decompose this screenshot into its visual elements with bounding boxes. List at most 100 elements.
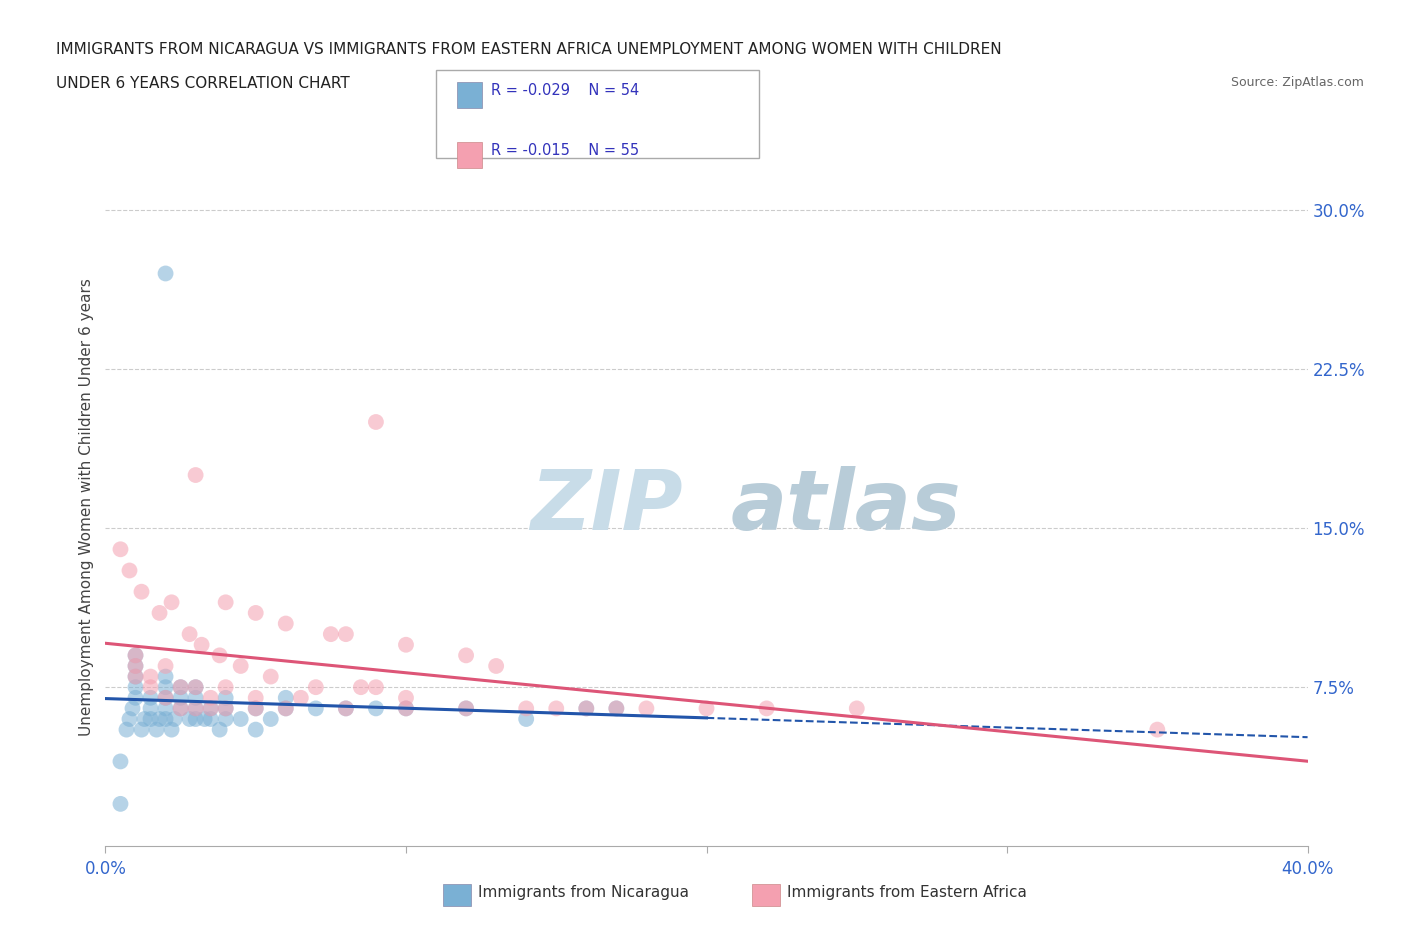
Point [260, 711, 283, 726]
Point [155, 658, 177, 673]
Point [364, 701, 387, 716]
Point [200, 701, 222, 716]
Point [190, 637, 212, 652]
Point [335, 627, 357, 642]
Point [118, 563, 141, 578]
Point [214, 690, 236, 705]
Point [115, 723, 138, 737]
Point [290, 690, 312, 705]
Point [1146, 723, 1168, 737]
Text: UNDER 6 YEARS CORRELATION CHART: UNDER 6 YEARS CORRELATION CHART [56, 76, 350, 91]
Point [274, 701, 297, 716]
Point [169, 680, 191, 695]
Point [124, 670, 146, 684]
Point [335, 701, 357, 716]
Point [575, 701, 598, 716]
Point [163, 711, 186, 726]
Point [229, 658, 252, 673]
Point [350, 680, 373, 695]
Point [184, 680, 207, 695]
Text: R = -0.029    N = 54: R = -0.029 N = 54 [491, 83, 638, 98]
Point [305, 701, 328, 716]
Point [274, 616, 297, 631]
Point [179, 711, 201, 726]
Point [845, 701, 868, 716]
Point [124, 690, 146, 705]
Point [605, 701, 627, 716]
Point [169, 701, 191, 716]
Point [139, 701, 162, 716]
Point [139, 670, 162, 684]
Text: ZIP: ZIP [530, 466, 682, 548]
Point [169, 690, 191, 705]
Point [364, 415, 387, 430]
Point [395, 701, 418, 716]
Point [395, 637, 418, 652]
Point [245, 701, 267, 716]
Point [575, 701, 598, 716]
Point [148, 711, 170, 726]
Point [124, 680, 146, 695]
Point [155, 701, 177, 716]
Point [184, 711, 207, 726]
Point [214, 701, 236, 716]
Point [454, 648, 477, 663]
Text: Immigrants from Nicaragua: Immigrants from Nicaragua [478, 885, 689, 900]
Point [454, 701, 477, 716]
Point [155, 690, 177, 705]
Point [245, 690, 267, 705]
Point [131, 723, 153, 737]
Point [169, 680, 191, 695]
Point [319, 627, 342, 642]
Point [229, 711, 252, 726]
Point [134, 711, 156, 726]
Point [546, 701, 568, 716]
Point [755, 701, 778, 716]
Point [160, 723, 183, 737]
Point [155, 690, 177, 705]
Point [124, 648, 146, 663]
Point [335, 701, 357, 716]
Point [124, 648, 146, 663]
Point [124, 658, 146, 673]
Point [200, 711, 222, 726]
Point [148, 605, 170, 620]
Point [124, 658, 146, 673]
Point [155, 266, 177, 281]
Point [160, 595, 183, 610]
Point [214, 711, 236, 726]
Point [200, 690, 222, 705]
Point [364, 680, 387, 695]
Point [110, 754, 132, 769]
Point [155, 670, 177, 684]
Point [208, 648, 231, 663]
Point [208, 723, 231, 737]
Point [118, 711, 141, 726]
Text: Source: ZipAtlas.com: Source: ZipAtlas.com [1230, 76, 1364, 89]
Point [515, 701, 537, 716]
Point [245, 701, 267, 716]
Point [454, 701, 477, 716]
Point [139, 690, 162, 705]
Point [110, 796, 132, 811]
Point [184, 690, 207, 705]
Point [155, 680, 177, 695]
Point [605, 701, 627, 716]
Point [260, 670, 283, 684]
Text: Immigrants from Eastern Africa: Immigrants from Eastern Africa [787, 885, 1028, 900]
Point [169, 701, 191, 716]
Point [214, 701, 236, 716]
Point [184, 680, 207, 695]
Point [395, 690, 418, 705]
Point [696, 701, 718, 716]
Point [214, 680, 236, 695]
Point [485, 658, 508, 673]
Point [184, 701, 207, 716]
Point [184, 701, 207, 716]
Point [274, 690, 297, 705]
Point [131, 584, 153, 599]
Point [274, 701, 297, 716]
Point [245, 723, 267, 737]
Point [214, 595, 236, 610]
Text: IMMIGRANTS FROM NICARAGUA VS IMMIGRANTS FROM EASTERN AFRICA UNEMPLOYMENT AMONG W: IMMIGRANTS FROM NICARAGUA VS IMMIGRANTS … [56, 42, 1002, 57]
